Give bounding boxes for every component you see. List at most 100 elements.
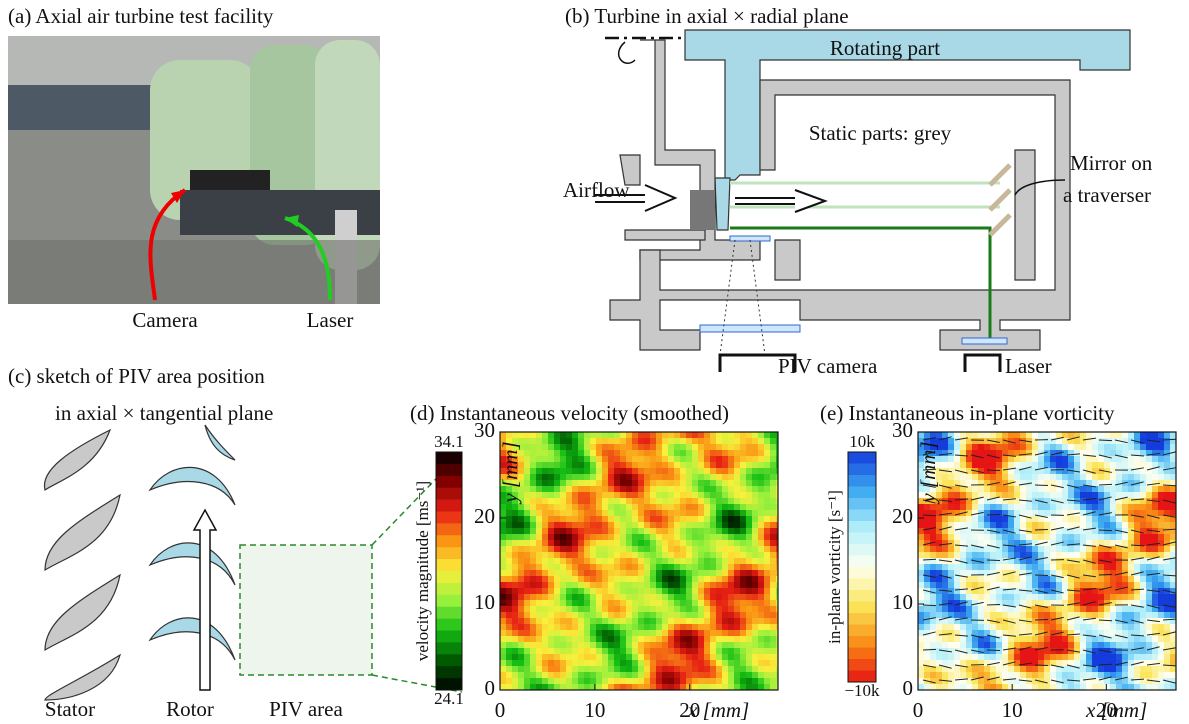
field-cell (656, 582, 662, 588)
field-cell (566, 474, 572, 480)
field-cell (602, 594, 608, 600)
field-cell (1110, 684, 1116, 690)
field-cell (710, 684, 716, 690)
field-cell (1014, 552, 1020, 558)
field-cell (1056, 684, 1062, 690)
field-cell (620, 642, 626, 648)
field-cell (698, 684, 704, 690)
field-cell (704, 594, 710, 600)
field-cell (1092, 474, 1098, 480)
y-tick-label: 0 (485, 676, 496, 700)
field-cell (1110, 594, 1116, 600)
field-cell (560, 672, 566, 678)
field-cell (572, 564, 578, 570)
field-cell (578, 618, 584, 624)
field-cell (1158, 444, 1164, 450)
field-cell (746, 612, 752, 618)
field-cell (572, 540, 578, 546)
field-cell (662, 618, 668, 624)
field-cell (1062, 666, 1068, 672)
field-cell (978, 630, 984, 636)
field-cell (1080, 528, 1086, 534)
field-cell (536, 516, 542, 522)
field-cell (668, 522, 674, 528)
field-cell (662, 678, 668, 684)
field-cell (644, 468, 650, 474)
field-cell (1158, 606, 1164, 612)
field-cell (764, 474, 770, 480)
field-cell (1146, 630, 1152, 636)
field-cell (650, 480, 656, 486)
field-cell (1128, 456, 1134, 462)
field-cell (734, 516, 740, 522)
field-cell (1158, 654, 1164, 660)
field-cell (746, 624, 752, 630)
field-cell (692, 504, 698, 510)
field-cell (1044, 510, 1050, 516)
field-cell (918, 432, 924, 438)
field-cell (542, 492, 548, 498)
field-cell (722, 534, 728, 540)
field-cell (990, 504, 996, 510)
field-cell (674, 588, 680, 594)
field-cell (1008, 654, 1014, 660)
field-cell (548, 534, 554, 540)
colorbar-swatch (436, 547, 462, 559)
field-cell (746, 480, 752, 486)
field-cell (936, 516, 942, 522)
field-cell (674, 444, 680, 450)
field-cell (978, 552, 984, 558)
field-cell (506, 606, 512, 612)
field-cell (650, 510, 656, 516)
field-cell (734, 648, 740, 654)
field-cell (662, 636, 668, 642)
field-cell (1080, 612, 1086, 618)
field-cell (1062, 582, 1068, 588)
field-cell (1032, 492, 1038, 498)
field-cell (1026, 450, 1032, 456)
field-cell (752, 588, 758, 594)
field-cell (710, 450, 716, 456)
field-cell (752, 504, 758, 510)
field-cell (692, 558, 698, 564)
field-cell (1140, 468, 1146, 474)
field-cell (584, 450, 590, 456)
field-cell (548, 588, 554, 594)
field-cell (1092, 600, 1098, 606)
field-cell (1068, 672, 1074, 678)
field-cell (1098, 552, 1104, 558)
field-cell (698, 612, 704, 618)
field-cell (650, 588, 656, 594)
field-cell (566, 516, 572, 522)
field-cell (716, 678, 722, 684)
field-cell (1074, 624, 1080, 630)
field-cell (548, 510, 554, 516)
field-cell (978, 480, 984, 486)
field-cell (1092, 612, 1098, 618)
field-cell (566, 570, 572, 576)
field-cell (626, 630, 632, 636)
field-cell (1014, 522, 1020, 528)
field-cell (536, 642, 542, 648)
field-cell (972, 516, 978, 522)
field-cell (1128, 546, 1134, 552)
field-cell (524, 564, 530, 570)
field-cell (1134, 432, 1140, 438)
field-cell (740, 666, 746, 672)
field-cell (770, 516, 776, 522)
field-cell (1110, 486, 1116, 492)
field-cell (1068, 522, 1074, 528)
field-cell (746, 462, 752, 468)
field-cell (746, 552, 752, 558)
field-cell (500, 570, 506, 576)
field-cell (1170, 624, 1176, 630)
field-cell (686, 528, 692, 534)
field-cell (524, 498, 530, 504)
field-cell (1140, 432, 1146, 438)
field-cell (710, 444, 716, 450)
field-cell (1122, 498, 1128, 504)
field-cell (524, 552, 530, 558)
field-cell (1032, 444, 1038, 450)
field-cell (1050, 636, 1056, 642)
field-cell (704, 606, 710, 612)
